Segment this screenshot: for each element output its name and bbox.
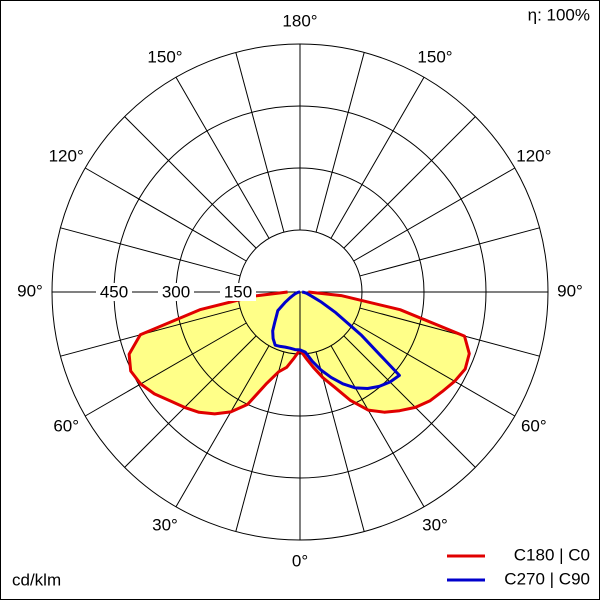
angle-label: 0° (292, 551, 308, 570)
efficiency: η: 100% (528, 5, 590, 24)
angle-label: 60° (53, 416, 79, 435)
spoke (124, 116, 257, 249)
spoke (343, 116, 476, 249)
tick-label-bg (158, 283, 194, 301)
spoke (343, 335, 476, 468)
spoke (359, 307, 540, 357)
r-tick-label: 150 (224, 282, 252, 301)
angle-label: 150° (417, 48, 452, 67)
spoke (235, 351, 285, 532)
tick-label-bg (96, 283, 132, 301)
angle-label: 30° (422, 515, 448, 534)
spoke (315, 52, 365, 233)
angle-label: 30° (152, 515, 178, 534)
angle-label: 90° (17, 281, 43, 300)
r-tick-label: 300 (162, 282, 190, 301)
angle-label: 60° (521, 416, 547, 435)
spoke (175, 345, 270, 508)
tick-label-bg (220, 283, 256, 301)
legend-label: C180 | C0 (514, 545, 590, 564)
spoke (84, 167, 247, 262)
legend-label: C270 | C90 (504, 569, 590, 588)
angle-label: 120° (516, 146, 551, 165)
spoke (315, 351, 365, 532)
angle-label: 180° (282, 11, 317, 30)
spoke (330, 76, 425, 239)
angle-label: 90° (557, 281, 583, 300)
angle-label: 150° (147, 48, 182, 67)
spoke (330, 345, 425, 508)
r-tick-label: 450 (100, 282, 128, 301)
spoke (60, 227, 241, 277)
spoke (84, 322, 247, 417)
spoke (359, 227, 540, 277)
spoke (235, 52, 285, 233)
unit: cd/klm (12, 570, 61, 589)
spoke (353, 322, 516, 417)
angle-label: 120° (49, 146, 84, 165)
spoke (175, 76, 270, 239)
spoke (124, 335, 257, 468)
series-line (271, 290, 401, 390)
spoke (353, 167, 516, 262)
